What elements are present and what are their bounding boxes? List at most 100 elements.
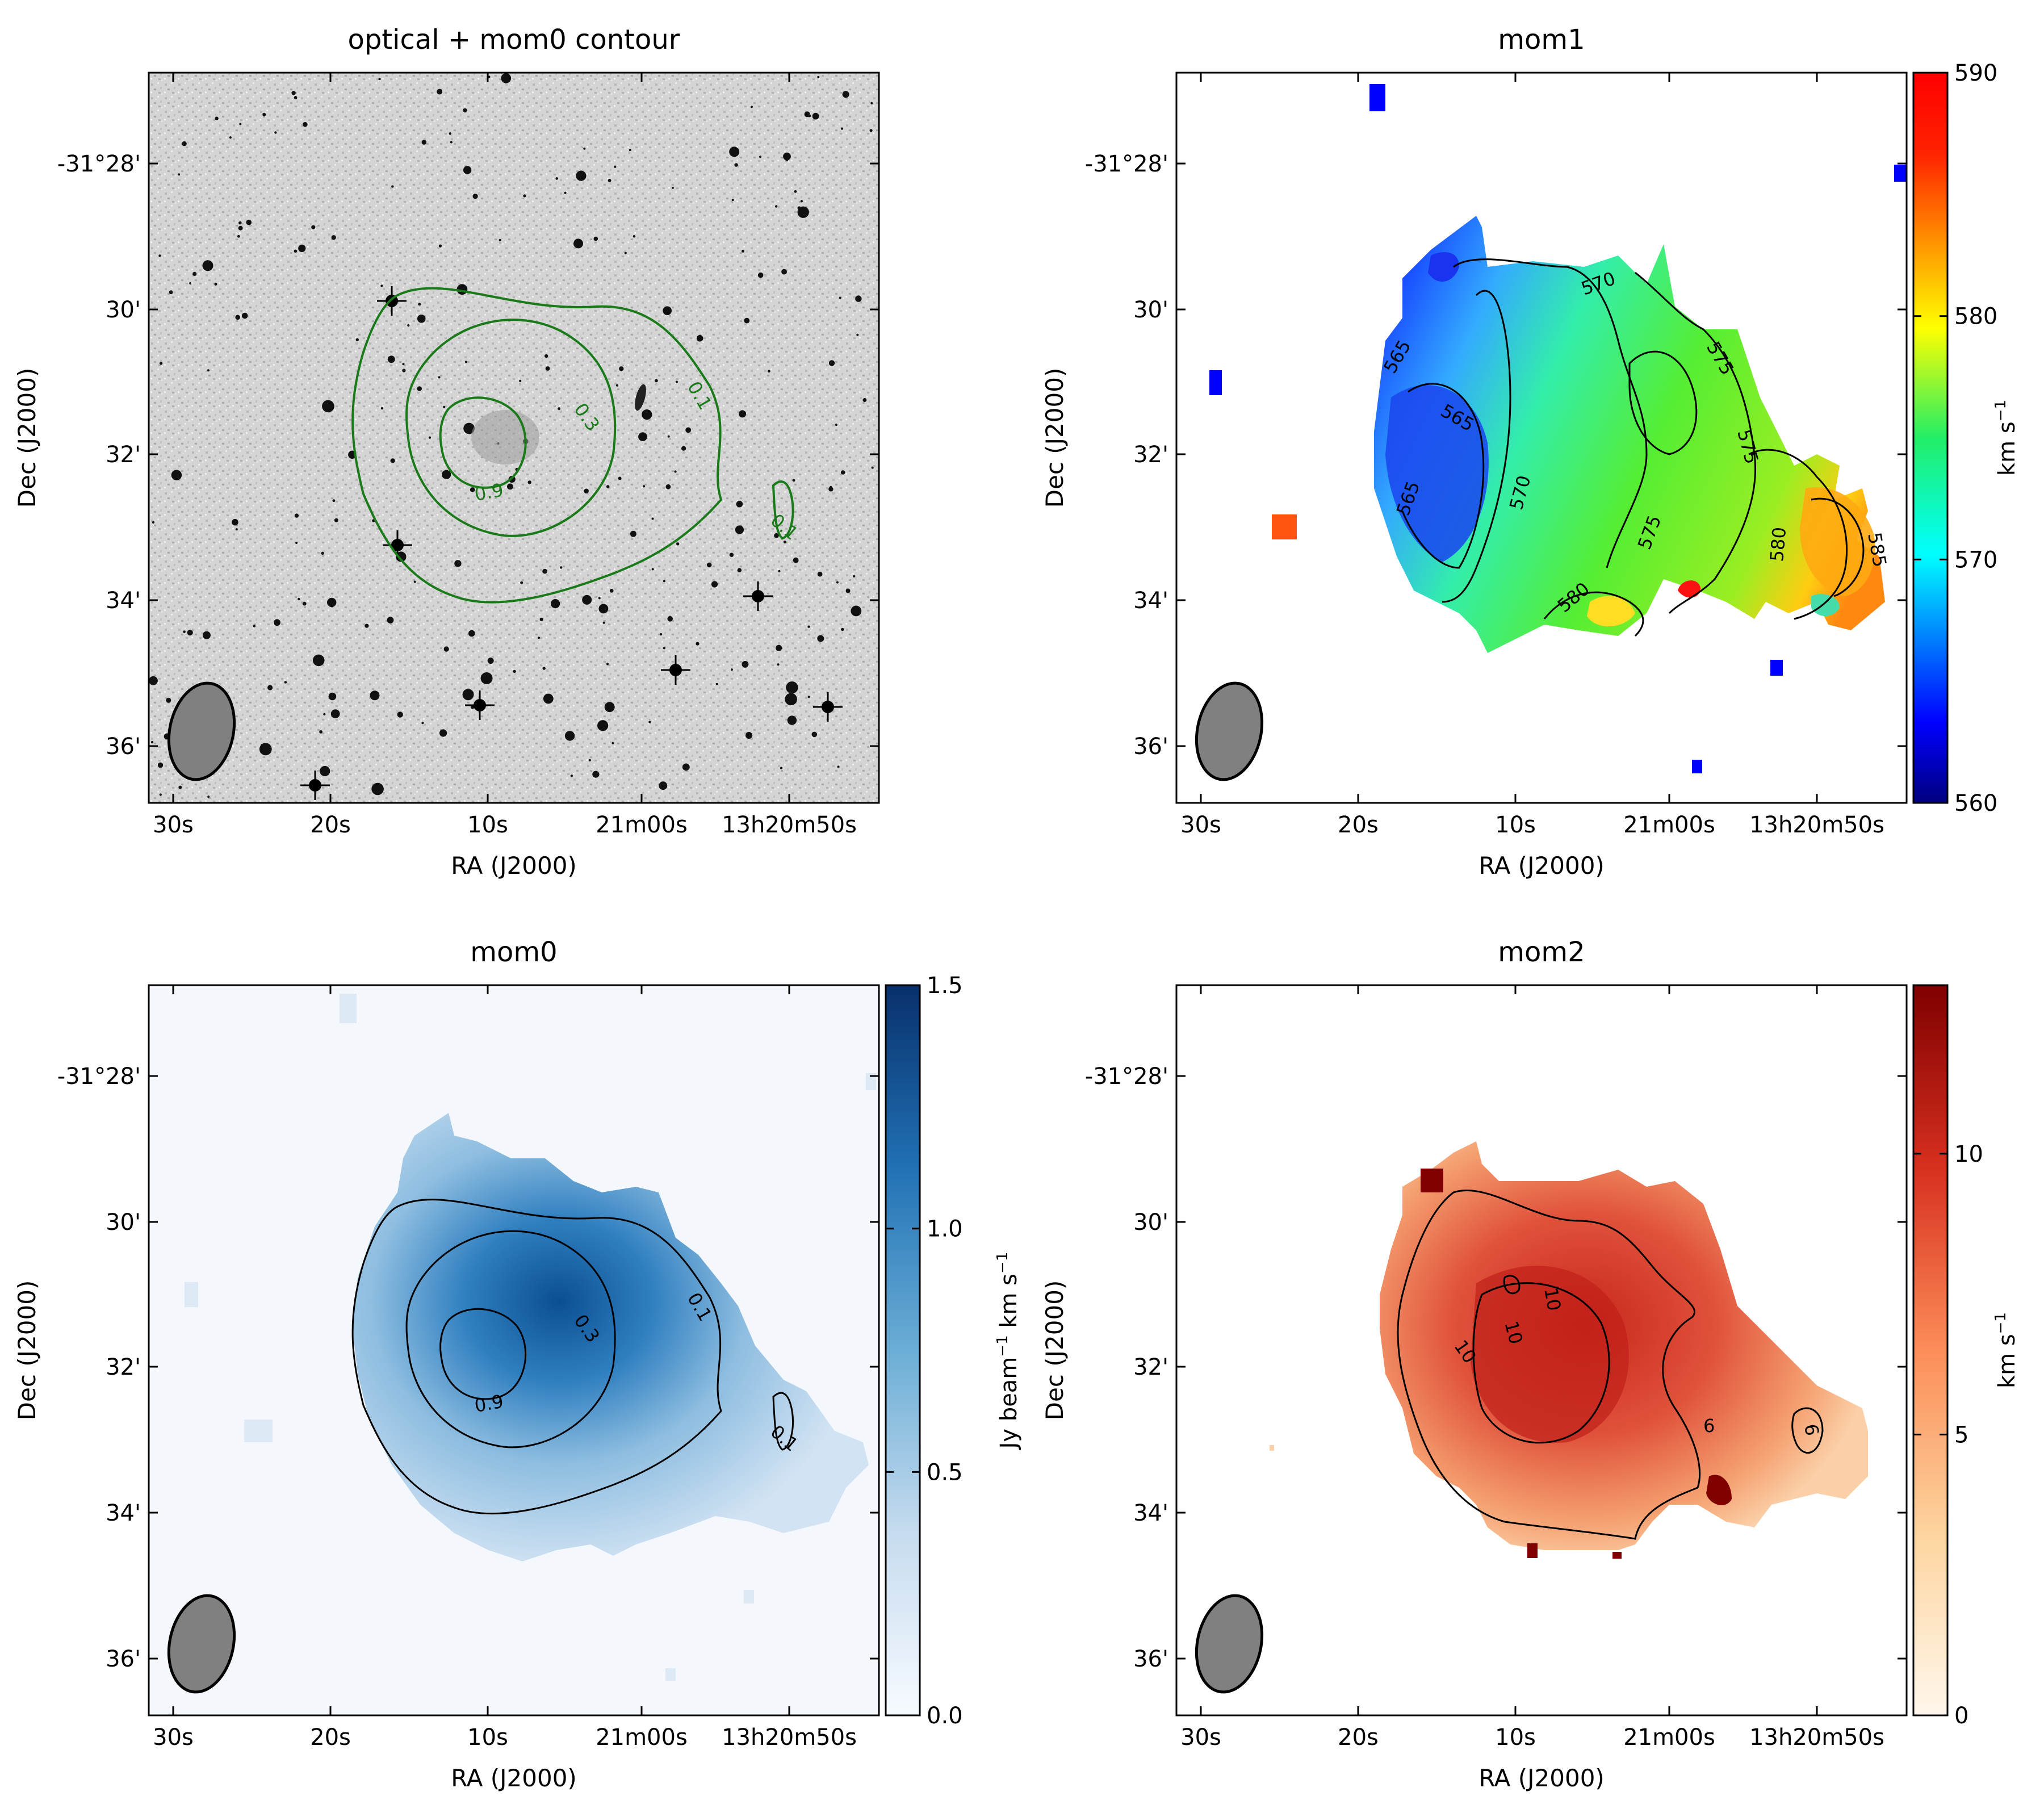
contour-570 [1442, 290, 1511, 603]
star [619, 366, 624, 371]
contour-0.9 [439, 1308, 527, 1400]
star [616, 384, 618, 387]
star [418, 303, 421, 306]
star [674, 470, 677, 473]
contour-0.1 [351, 287, 723, 604]
colorbar-tick-label: 590 [1954, 60, 1997, 86]
isolated-pixel [1770, 660, 1783, 676]
star [380, 407, 384, 410]
star [390, 458, 395, 463]
star [178, 785, 182, 789]
isolated-pixel [1209, 370, 1222, 395]
star [675, 380, 678, 383]
contour-label: 0.9 [473, 1391, 505, 1417]
plot-frame [1175, 72, 1908, 804]
star [542, 667, 546, 670]
star [555, 177, 558, 180]
star [397, 711, 403, 718]
colorbar-label: Jy beam−1 km s−1 [994, 1252, 1022, 1451]
star [655, 379, 658, 383]
star [402, 369, 406, 372]
colorbar-label: km s−1 [1992, 1312, 2020, 1388]
star [793, 557, 799, 563]
contour-6-east [1791, 1407, 1824, 1454]
panel-title: mom1 [1498, 24, 1585, 56]
y-axis-label: Dec (J2000) [13, 368, 41, 508]
star [593, 236, 598, 241]
colorbar-ticks: 1.5 1.0 0.5 0.0 [886, 973, 963, 1729]
star [598, 597, 601, 600]
star [291, 91, 296, 95]
isolated-pixel [340, 994, 357, 1023]
star [321, 551, 324, 555]
x-tick-label: 30s [1180, 812, 1221, 838]
star [696, 642, 700, 646]
star [443, 405, 446, 408]
star [681, 446, 686, 451]
beam-ellipse [1195, 681, 1264, 781]
colorbar-tick-label: 0 [1954, 1703, 1968, 1729]
contour-0.3 [405, 319, 617, 537]
colorbar-tick-label: 570 [1954, 547, 1997, 573]
star [294, 96, 298, 99]
contour-lines [351, 1199, 794, 1515]
panel-mom0: mom0 0.1 0.3 0.9 0.1 30s 20s 10s 21m00s 13h2… [13, 936, 1022, 1792]
star [332, 499, 336, 503]
x-tick-label: 10s [1495, 1724, 1536, 1751]
star [870, 102, 873, 104]
x-axis-label: RA (J2000) [1478, 852, 1605, 880]
star [828, 487, 833, 492]
star [539, 617, 543, 622]
colorbar-tick-label: 10 [1954, 1141, 1983, 1167]
y-axis-label: Dec (J2000) [1041, 1280, 1069, 1421]
star [869, 129, 873, 132]
contour-575-inner [1628, 350, 1698, 455]
star [775, 205, 778, 208]
star [463, 108, 467, 112]
star [303, 122, 308, 127]
star [642, 409, 652, 420]
x-tick-label: 30s [1180, 1724, 1221, 1751]
contour-570-north [1453, 258, 1648, 568]
x-tick-label: 13h20m50s [1749, 812, 1884, 838]
star [729, 146, 740, 157]
star [480, 672, 493, 684]
star [742, 660, 749, 668]
y-tick-label: -31°28' [1085, 1064, 1168, 1090]
star [437, 89, 443, 95]
star [812, 112, 819, 120]
teal-patch [1811, 594, 1840, 616]
star [519, 379, 522, 383]
star [319, 730, 322, 734]
star [545, 366, 550, 371]
star [774, 533, 779, 538]
star [598, 604, 609, 614]
star [169, 290, 173, 295]
y-tick-label: 36' [1133, 1646, 1168, 1672]
star [312, 654, 325, 667]
beam-ellipse [167, 681, 236, 781]
colorbar [885, 984, 921, 1716]
star [817, 76, 820, 78]
star [468, 630, 475, 637]
star [311, 225, 316, 229]
star [685, 427, 692, 433]
star [778, 570, 781, 572]
star [786, 681, 798, 694]
isolated-pixel [665, 1668, 676, 1681]
colorbar-ticks: 590 580 570 560 [1913, 60, 1997, 817]
star [797, 206, 801, 210]
star [182, 141, 187, 146]
star [665, 484, 671, 489]
y-tick-label: 34' [106, 588, 141, 614]
star [417, 386, 422, 391]
star [839, 296, 841, 299]
star [560, 566, 563, 569]
star [428, 436, 432, 439]
star [355, 338, 359, 341]
star [238, 225, 243, 231]
star [871, 466, 874, 469]
colorbar [1912, 72, 1949, 804]
x-tick-label: 10s [467, 812, 508, 838]
panel-mom2: mom2 10 10 10 6 6 30s 20s 10s 21m00s 13h20m5… [1041, 936, 2020, 1792]
